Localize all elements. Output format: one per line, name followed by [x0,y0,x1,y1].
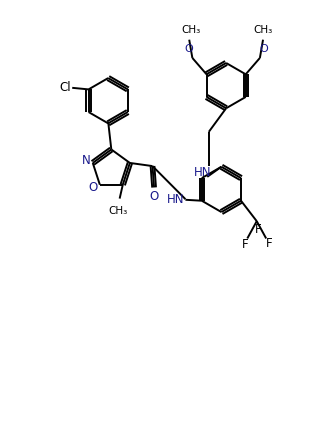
Text: Cl: Cl [60,81,71,94]
Text: CH₃: CH₃ [181,25,200,35]
Text: O: O [184,44,193,54]
Text: O: O [260,44,268,54]
Text: N: N [81,154,90,167]
Text: O: O [88,181,98,194]
Text: HN: HN [167,193,185,206]
Text: O: O [149,190,159,203]
Text: CH₃: CH₃ [253,25,273,35]
Text: F: F [265,237,272,250]
Text: F: F [242,238,248,251]
Text: HN: HN [194,166,211,179]
Text: F: F [255,224,262,236]
Text: CH₃: CH₃ [108,206,128,216]
